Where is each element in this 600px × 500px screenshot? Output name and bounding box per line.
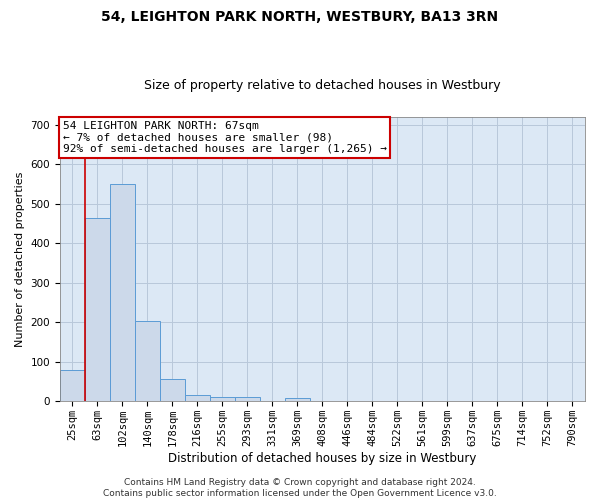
Text: 54, LEIGHTON PARK NORTH, WESTBURY, BA13 3RN: 54, LEIGHTON PARK NORTH, WESTBURY, BA13 …	[101, 10, 499, 24]
Bar	[285, 398, 310, 402]
Bar	[110, 184, 135, 402]
X-axis label: Distribution of detached houses by size in Westbury: Distribution of detached houses by size …	[168, 452, 476, 465]
Text: Contains HM Land Registry data © Crown copyright and database right 2024.
Contai: Contains HM Land Registry data © Crown c…	[103, 478, 497, 498]
Bar	[210, 398, 235, 402]
Bar	[60, 370, 85, 402]
Bar	[85, 218, 110, 402]
Y-axis label: Number of detached properties: Number of detached properties	[15, 172, 25, 346]
Bar	[185, 396, 210, 402]
Title: Size of property relative to detached houses in Westbury: Size of property relative to detached ho…	[144, 79, 501, 92]
Text: 54 LEIGHTON PARK NORTH: 67sqm
← 7% of detached houses are smaller (98)
92% of se: 54 LEIGHTON PARK NORTH: 67sqm ← 7% of de…	[62, 121, 386, 154]
Bar	[135, 321, 160, 402]
Bar	[235, 398, 260, 402]
Bar	[160, 379, 185, 402]
